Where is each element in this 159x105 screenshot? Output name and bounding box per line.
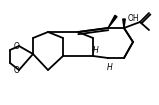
Polygon shape <box>123 19 125 28</box>
Text: OH: OH <box>128 14 140 22</box>
Text: H: H <box>107 62 113 72</box>
Text: O: O <box>14 66 20 75</box>
Text: O: O <box>14 41 20 51</box>
Text: H: H <box>93 45 99 54</box>
Polygon shape <box>108 15 117 28</box>
